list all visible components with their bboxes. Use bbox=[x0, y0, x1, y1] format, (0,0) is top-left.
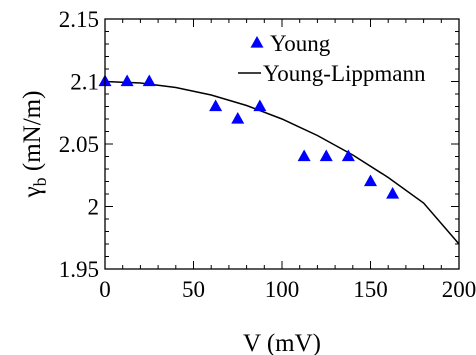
data-point-young bbox=[364, 174, 377, 187]
axis-ticks bbox=[104, 18, 460, 270]
legend-label-young-lippmann: Young-Lippmann bbox=[263, 61, 426, 86]
y-tick-label: 2.15 bbox=[59, 7, 99, 32]
y-tick-label: 2.1 bbox=[70, 70, 99, 95]
legend-triangle-marker-young bbox=[250, 35, 264, 48]
data-point-young bbox=[253, 99, 267, 112]
x-tick-label: 0 bbox=[99, 277, 111, 302]
data-point-young bbox=[120, 74, 134, 87]
legend-label-young: Young bbox=[270, 31, 331, 56]
x-tick-label: 100 bbox=[265, 277, 300, 302]
series-line-young-lippmann bbox=[104, 80, 460, 245]
plot-series bbox=[98, 74, 460, 245]
plot-area-frame bbox=[104, 18, 460, 270]
y-axis-title-unit: (mN/m) bbox=[19, 91, 46, 178]
y-axis-title: γb (mN/m) bbox=[19, 91, 50, 199]
y-tick-label: 2.05 bbox=[59, 132, 99, 157]
data-point-young bbox=[231, 111, 245, 124]
data-point-young bbox=[319, 149, 333, 162]
tick-labels: 0 50 100 150 200 1.95 2 2.05 2.1 2.15 bbox=[59, 7, 476, 302]
data-point-young bbox=[297, 149, 311, 162]
y-tick-label: 2 bbox=[88, 195, 100, 220]
x-tick-label: 150 bbox=[353, 277, 388, 302]
data-point-young bbox=[341, 149, 355, 162]
x-axis-title: V (mV) bbox=[243, 330, 321, 355]
data-point-young bbox=[386, 186, 400, 199]
y-axis-title-symbol: γ bbox=[19, 186, 46, 198]
data-point-young bbox=[209, 99, 223, 112]
y-axis-title-subscript: b bbox=[30, 177, 50, 186]
data-point-young bbox=[142, 74, 156, 87]
y-tick-label: 1.95 bbox=[59, 257, 99, 282]
legend: Young Young-Lippmann bbox=[238, 31, 426, 86]
x-tick-label: 50 bbox=[182, 277, 205, 302]
x-tick-label: 200 bbox=[442, 277, 476, 302]
